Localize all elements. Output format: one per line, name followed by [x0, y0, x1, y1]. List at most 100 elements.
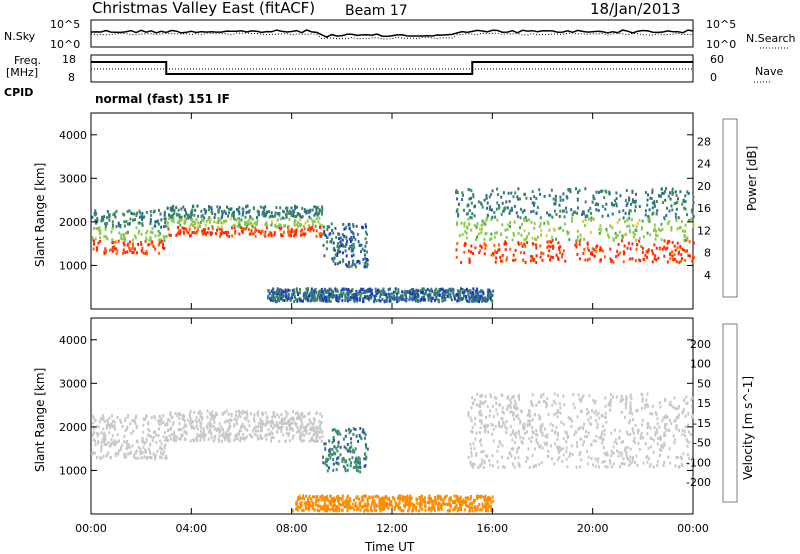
velocity-cell — [264, 411, 267, 415]
velocity-cell — [149, 443, 152, 447]
velocity-cell — [409, 497, 412, 501]
power-cell — [687, 254, 690, 258]
power-cell — [510, 191, 513, 195]
velocity-cell — [636, 464, 639, 467]
velocity-cell — [363, 504, 366, 508]
power-cell — [437, 300, 440, 304]
power-cell — [623, 244, 626, 248]
power-cell — [657, 256, 660, 260]
velocity-cell — [305, 507, 307, 511]
velocity-cell — [579, 465, 582, 469]
power-cell — [209, 217, 212, 221]
velocity-cell — [350, 445, 353, 449]
velocity-cell — [498, 440, 501, 444]
power-cell — [622, 260, 625, 264]
power-cell — [535, 238, 538, 241]
power-cell — [177, 213, 180, 217]
power-cell — [670, 226, 673, 229]
velocity-cell — [531, 418, 534, 422]
power-cell — [548, 249, 551, 253]
velocity-cell — [170, 437, 172, 441]
velocity-cell — [469, 416, 472, 420]
power-cell — [474, 295, 477, 299]
velocity-cell — [286, 431, 289, 435]
power-cell — [588, 257, 591, 261]
power-cell — [456, 299, 459, 303]
power-cell — [533, 195, 536, 199]
velocity-cell — [183, 423, 186, 427]
power-cell — [488, 292, 491, 296]
power-cell — [141, 223, 144, 227]
velocity-cell — [523, 426, 526, 429]
velocity-cell — [109, 456, 112, 460]
power-cell — [481, 295, 484, 299]
power-cell — [303, 209, 306, 213]
power-cell — [502, 209, 505, 213]
velocity-cell — [352, 466, 355, 469]
power-cell — [338, 297, 341, 301]
velocity-cell — [315, 436, 318, 440]
power-cell — [555, 237, 557, 241]
power-cell — [622, 252, 625, 256]
velocity-cell — [106, 426, 109, 430]
power-cell — [493, 235, 496, 239]
power-cell — [193, 222, 196, 226]
velocity-cell — [629, 447, 632, 451]
power-cell — [688, 240, 691, 244]
velocity-cell — [265, 437, 268, 441]
power-cell — [590, 211, 593, 215]
power-cell — [370, 288, 373, 292]
velocity-cell — [177, 427, 180, 431]
velocity-cell — [533, 464, 536, 468]
power-cell — [351, 231, 354, 234]
power-cell — [523, 219, 526, 223]
velocity-cell — [602, 445, 605, 449]
power-cell — [455, 255, 458, 259]
velocity-cell — [565, 457, 568, 461]
power-cell — [201, 213, 204, 217]
velocity-cell — [478, 405, 481, 408]
velocity-cell — [479, 400, 482, 404]
power-cell — [184, 208, 187, 212]
power-cell — [531, 190, 534, 194]
velocity-cell — [567, 416, 570, 420]
power-cell — [357, 240, 360, 244]
power-cell — [191, 208, 194, 212]
velocity-cell — [556, 437, 559, 441]
power-cell — [470, 250, 472, 254]
velocity-cell — [678, 465, 681, 469]
power-cell — [485, 231, 488, 235]
power-cell — [219, 205, 221, 209]
velocity-cell — [642, 461, 645, 465]
power-cell — [644, 191, 647, 194]
power-cell — [524, 244, 527, 248]
power-cell — [586, 258, 589, 262]
power-cell — [188, 228, 191, 232]
power-cell — [393, 296, 395, 300]
velocity-cell — [538, 417, 541, 421]
power-cell — [624, 220, 627, 224]
velocity-cell — [625, 455, 628, 459]
velocity-cell — [226, 428, 229, 432]
velocity-cell — [472, 442, 475, 446]
power-cell — [285, 206, 288, 210]
velocity-cell — [323, 442, 326, 446]
velocity-cell — [206, 415, 209, 419]
velocity-cell — [398, 501, 401, 505]
velocity-cell — [544, 400, 546, 404]
velocity-cell — [221, 433, 224, 437]
power-cell — [140, 232, 143, 236]
velocity-cell — [296, 507, 299, 511]
velocity-cell — [513, 441, 516, 445]
velocity-cell — [518, 397, 521, 401]
velocity-cell — [690, 433, 692, 436]
power-cell — [521, 244, 524, 248]
power-cell — [313, 213, 316, 217]
power-cell — [629, 209, 632, 213]
power-cell — [281, 298, 284, 302]
power-cell — [211, 212, 214, 215]
power-cell — [667, 239, 670, 243]
power-cell — [242, 211, 245, 214]
velocity-cell — [535, 440, 538, 444]
power-cell — [305, 209, 308, 213]
